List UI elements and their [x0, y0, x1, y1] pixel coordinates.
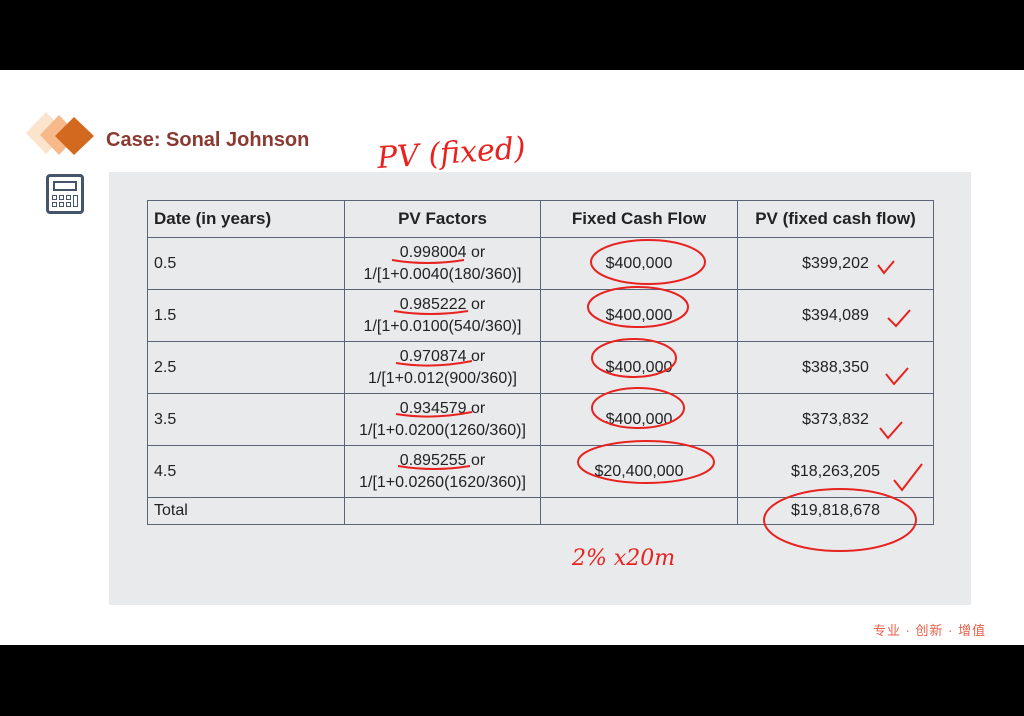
checkmark-icons [877, 260, 923, 492]
slogan: 专业 · 创新 · 增值 [873, 623, 987, 638]
date-cell: 0.5 [147, 237, 345, 290]
pv-factor-cell: 0.934579 or 1/[1+0.0200(1260/360)] [344, 393, 541, 446]
pv-formula: 1/[1+0.0260(1620/360)] [359, 473, 526, 491]
pv-factor-cell: 0.998004 or 1/[1+0.0040(180/360)] [344, 237, 541, 290]
pv-factor: 0.895255 or [399, 451, 486, 469]
pv-factor-cell: 0.895255 or 1/[1+0.0260(1620/360)] [344, 445, 541, 498]
pv-cell: $399,202 [737, 237, 934, 290]
table-row: 0.5 0.998004 or 1/[1+0.0040(180/360)] $40… [147, 237, 934, 290]
col-fixed-cash-flow: Fixed Cash Flow [540, 200, 738, 238]
date-cell: 3.5 [147, 393, 345, 446]
total-label: Total [147, 497, 345, 525]
cash-flow-cell: $400,000 [540, 341, 738, 394]
col-pv-factors: PV Factors [344, 200, 541, 238]
pv-formula: 1/[1+0.0100(540/360)] [363, 317, 522, 335]
pv-cell: $394,089 [737, 289, 934, 342]
cash-flow-cell: $400,000 [540, 289, 738, 342]
circle-marks [577, 239, 917, 552]
pv-factor-cell: 0.970874 or 1/[1+0.012(900/360)] [344, 341, 541, 394]
pv-factor: 0.934579 or [399, 399, 486, 417]
calculator-icon [46, 174, 84, 214]
col-date: Date (in years) [147, 200, 345, 238]
underline-marks [391, 259, 473, 470]
pv-factor: 0.998004 or [399, 243, 486, 261]
table-header: Date (in years) PV Factors Fixed Cash Fl… [147, 200, 934, 238]
pv-factor: 0.985222 or [399, 295, 486, 313]
pv-formula: 1/[1+0.012(900/360)] [367, 369, 517, 387]
date-cell: 1.5 [147, 289, 345, 342]
annotation-note: 2% x20m [572, 546, 676, 571]
pv-cell: $388,350 [737, 341, 934, 394]
pv-formula: 1/[1+0.0040(180/360)] [363, 265, 522, 283]
pv-formula: 1/[1+0.0200(1260/360)] [359, 421, 526, 439]
slide-title: Case: Sonal Johnson [106, 129, 310, 151]
pv-factor: 0.970874 or [399, 347, 486, 365]
diamond-stack-icon [26, 112, 94, 155]
